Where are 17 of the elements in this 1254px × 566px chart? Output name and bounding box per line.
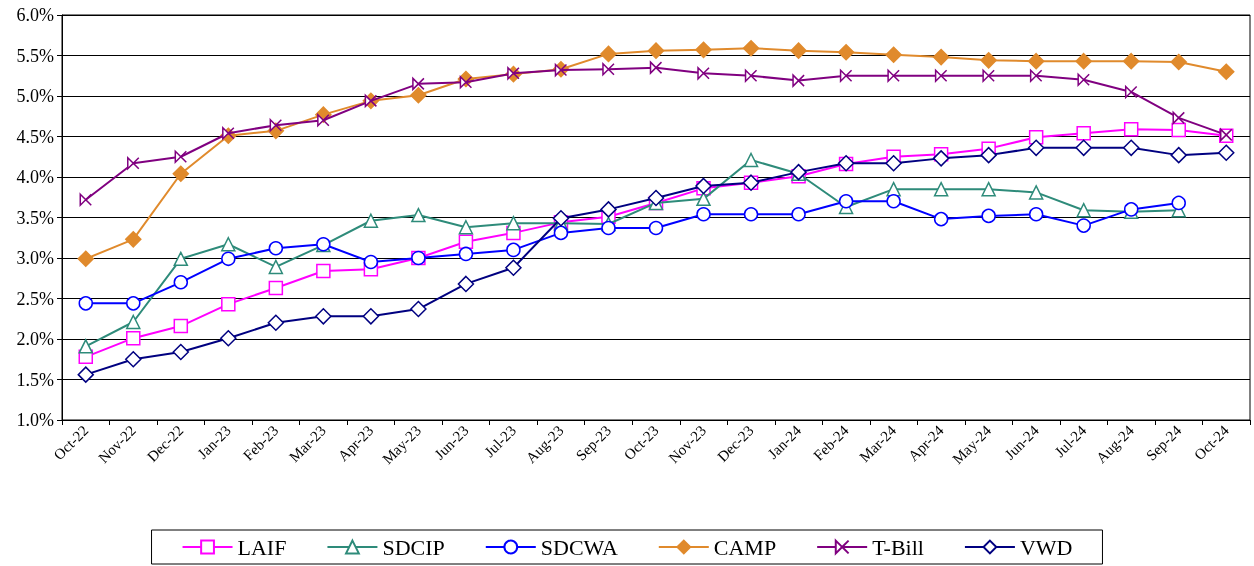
y-tick-label: 5.0%: [16, 86, 54, 106]
legend-label: SDCIP: [382, 534, 445, 560]
y-tick-label: 4.0%: [16, 167, 54, 187]
y-tick-label: 1.0%: [16, 410, 54, 430]
y-tick-label: 2.0%: [16, 329, 54, 349]
legend-label: LAIF: [237, 534, 287, 560]
y-tick-label: 2.5%: [16, 288, 54, 309]
y-tick-label: 6.0%: [16, 5, 54, 25]
legend-label: SDCWA: [540, 534, 618, 560]
y-tick-label: 5.5%: [16, 45, 54, 66]
y-tick-label: 4.5%: [16, 126, 54, 147]
y-tick-label: 1.5%: [16, 369, 54, 390]
legend-label: T-Bill: [872, 534, 924, 560]
legend-label: CAMP: [713, 534, 777, 560]
y-tick-label: 3.0%: [16, 248, 54, 268]
y-tick-label: 3.5%: [16, 207, 54, 228]
legend-label: VWD: [1019, 534, 1073, 560]
